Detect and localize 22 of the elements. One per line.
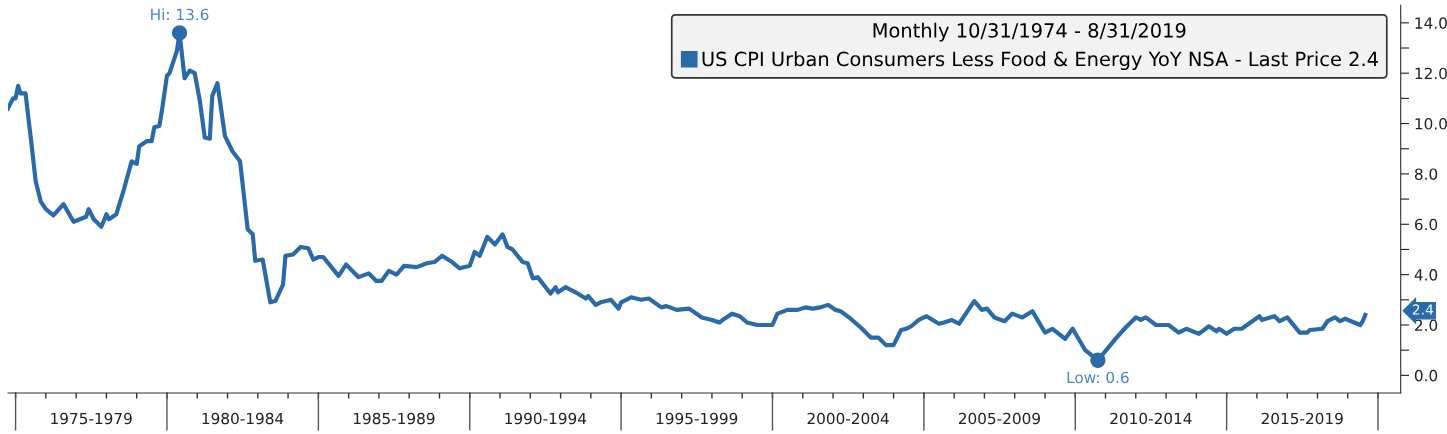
x-tick-label: 2010-2014 — [1110, 412, 1192, 425]
x-tick-label: 1990-1994 — [505, 412, 587, 425]
x-tick-label: 1995-1999 — [656, 412, 738, 425]
x-tick-label: 1985-1989 — [353, 412, 435, 425]
y-tick-label: 0.0 — [1414, 369, 1438, 382]
y-tick-label: 4.0 — [1414, 269, 1438, 281]
x-tick-label: 2000-2004 — [807, 412, 889, 425]
x-tick-label: 2015-2019 — [1261, 412, 1343, 425]
legend-title: Monthly 10/31/1974 - 8/31/2019 — [873, 22, 1186, 42]
text: 2.4 — [1412, 304, 1434, 315]
annotation: Low: 0.6 — [1067, 371, 1129, 384]
y-tick-label: 12.0 — [1415, 67, 1447, 80]
y-tick-label: 14.0 — [1415, 17, 1447, 29]
annotation: Hi: 13.6 — [151, 8, 209, 21]
y-tick-label: 2.0 — [1415, 319, 1438, 332]
x-tick-label: 2005-2009 — [958, 412, 1040, 425]
x-tick-label: 1975-1979 — [51, 412, 132, 425]
y-tick-label: 8.0 — [1414, 168, 1438, 180]
y-tick-label: 6.0 — [1414, 218, 1438, 231]
legend-label: US CPI Urban Consumers Less Food & Energy YoY NSA - Last Price 2.4 — [702, 51, 1378, 71]
x-tick-label: 1980-1984 — [202, 412, 284, 425]
y-tick-label: 10.0 — [1415, 118, 1447, 130]
